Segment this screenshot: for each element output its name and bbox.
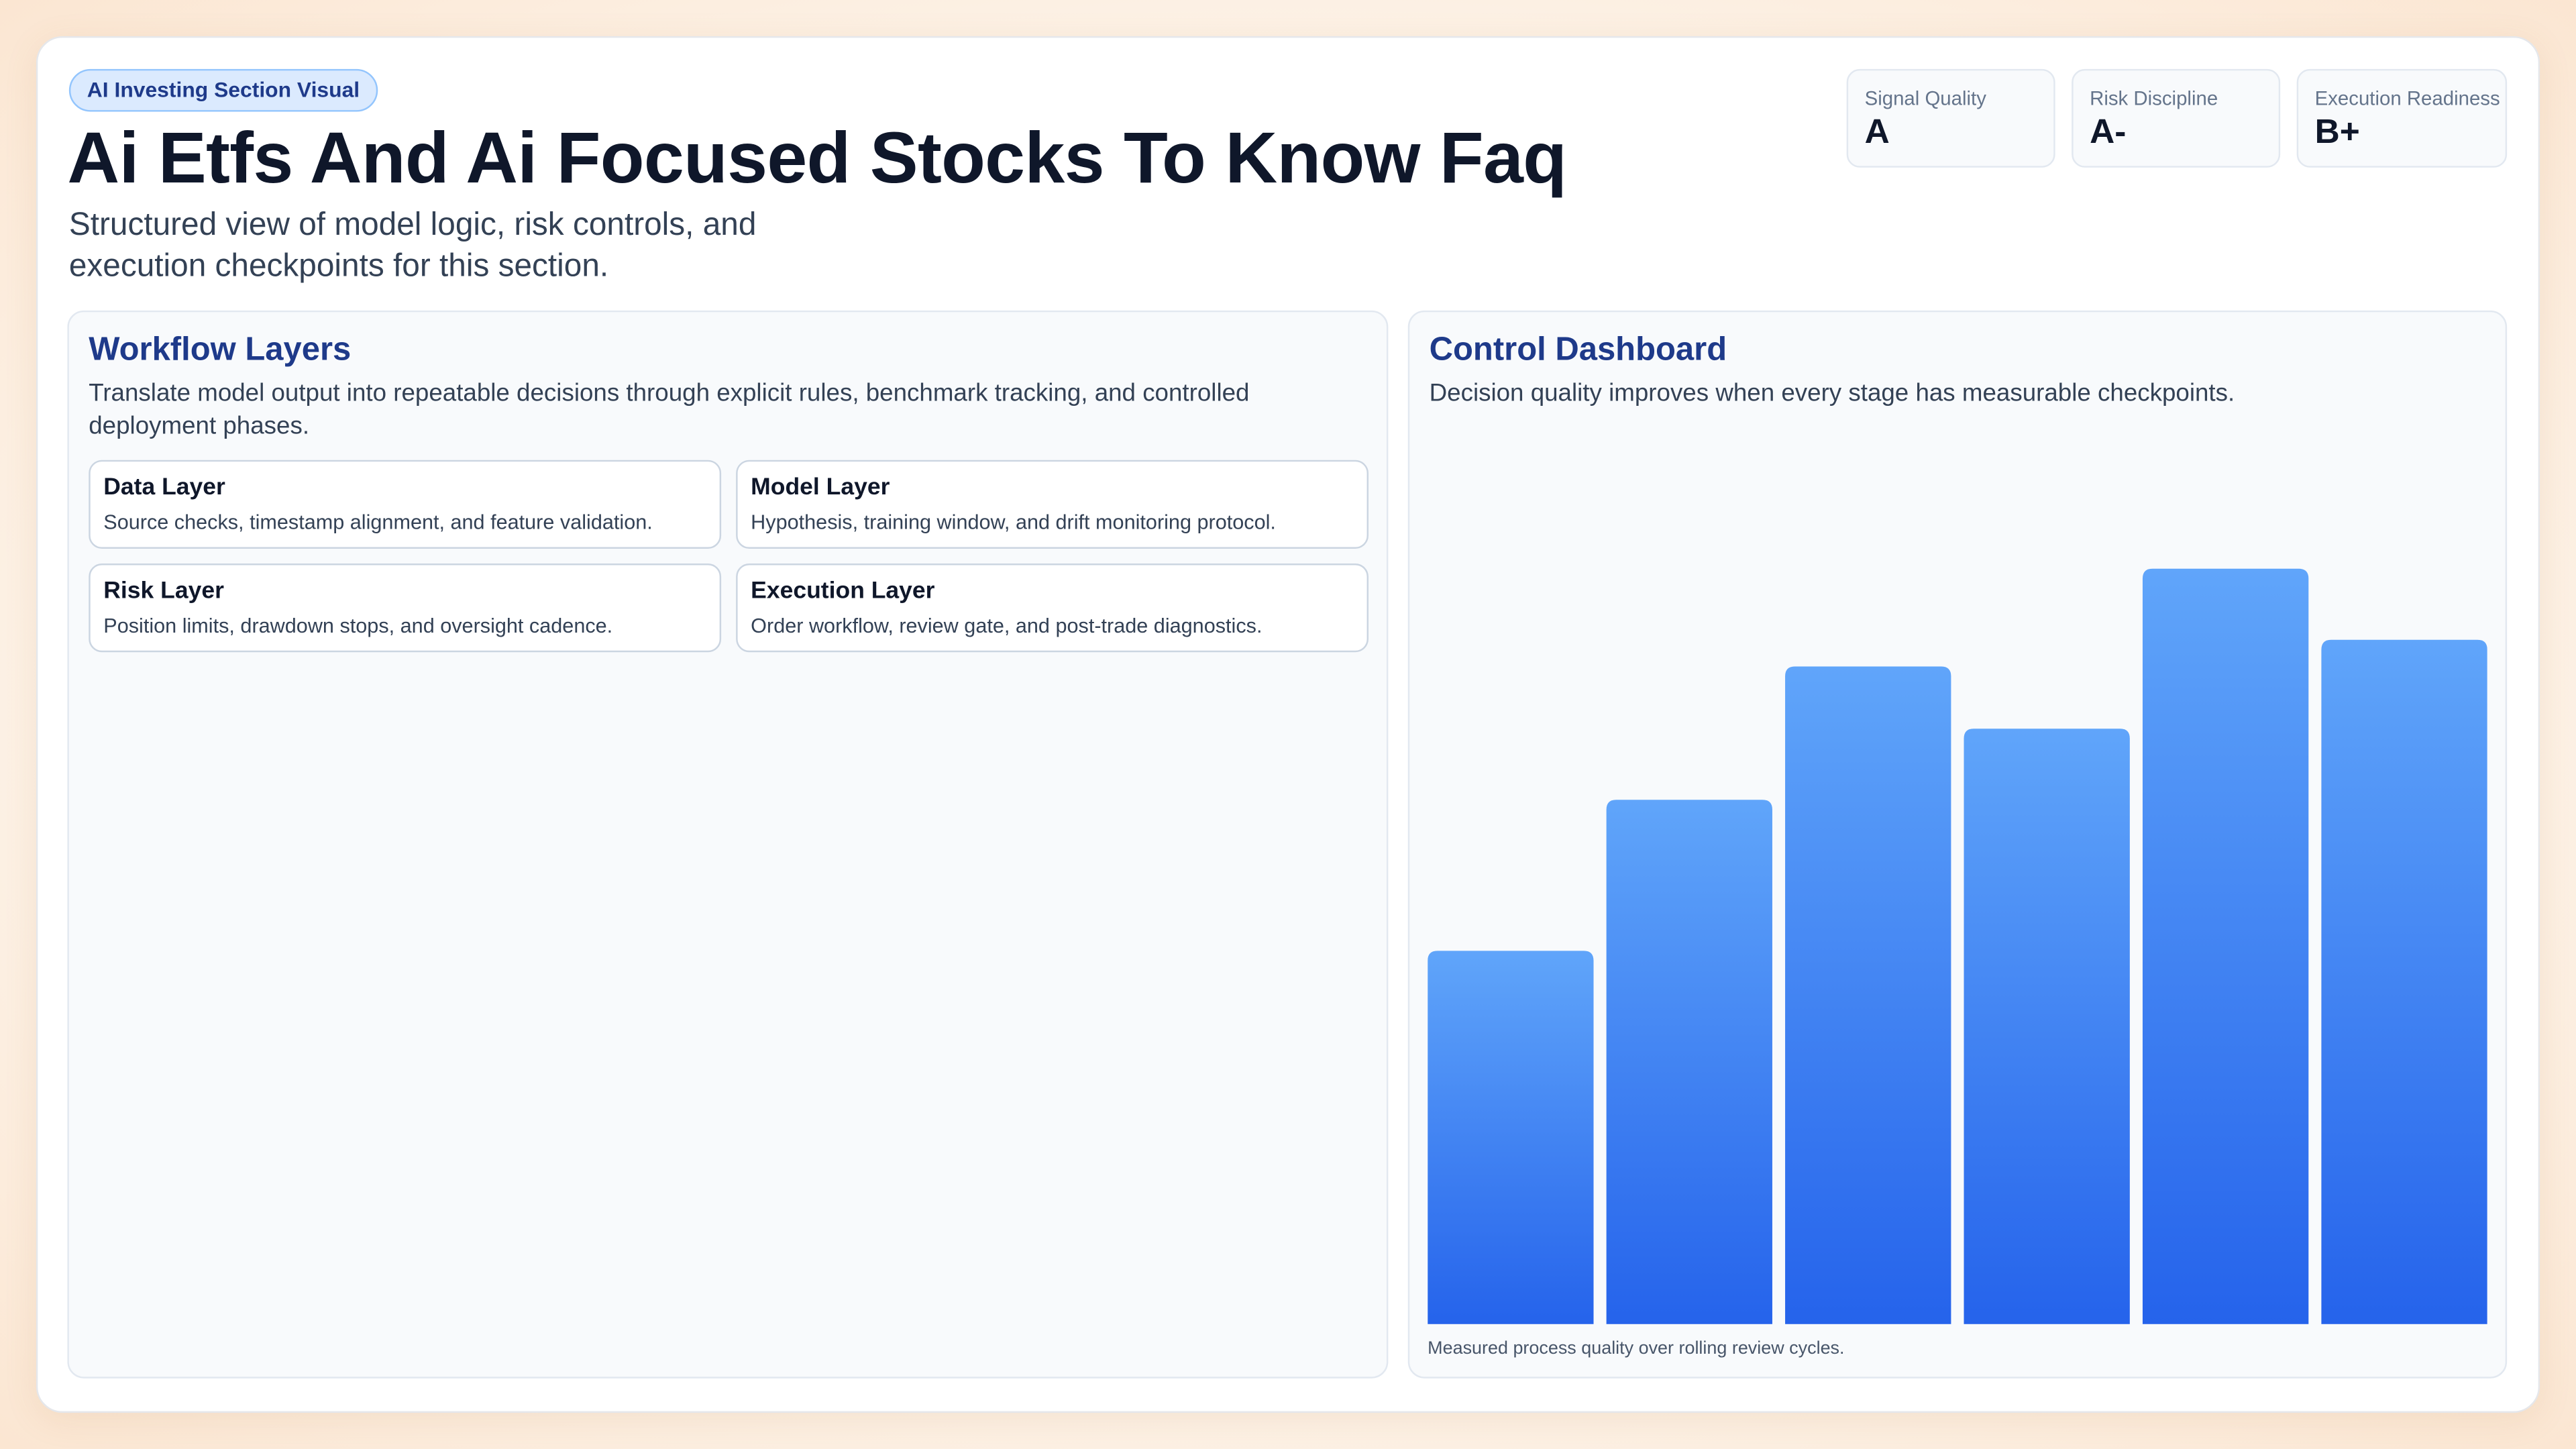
layer-card: Data Layer Source checks, timestamp align…	[89, 460, 722, 549]
layer-card: Risk Layer Position limits, drawdown stop…	[89, 564, 722, 653]
bar	[2142, 568, 2309, 1324]
metric-label: Execution Readiness	[2314, 87, 2500, 111]
bar	[1606, 800, 1772, 1324]
metric-value: A-	[2090, 113, 2127, 152]
layer-description: Hypothesis, training window, and drift m…	[751, 511, 1276, 534]
layer-title: Data Layer	[103, 474, 225, 501]
metric-value: B+	[2314, 113, 2360, 152]
layer-title: Model Layer	[751, 474, 890, 501]
panel-title: Control Dashboard	[1429, 331, 1727, 368]
metric-value: A	[1864, 113, 1890, 152]
layer-description: Position limits, drawdown stops, and ove…	[103, 614, 613, 638]
layer-card: Execution Layer Order workflow, review ga…	[736, 564, 1369, 653]
bar	[1785, 666, 1951, 1324]
metric-label: Signal Quality	[1864, 87, 1986, 111]
metric-card: Execution Readiness B+	[2296, 68, 2508, 168]
panel-description: Translate model output into repeatable d…	[89, 379, 1250, 441]
bar-chart	[1428, 568, 2487, 1324]
page-subtitle: Structured view of model logic, risk con…	[68, 207, 757, 284]
metric-card: Risk Discipline A-	[2072, 68, 2281, 168]
bar	[1964, 729, 2130, 1324]
bar	[2321, 639, 2487, 1324]
page-title: Ai Etfs And Ai Focused Stocks To Know Fa…	[67, 118, 1567, 199]
panel-title: Workflow Layers	[89, 331, 352, 368]
layer-description: Order workflow, review gate, and post-tr…	[751, 614, 1263, 638]
badge: AI Investing Section Visual	[68, 68, 378, 112]
layer-card: Model Layer Hypothesis, training window, …	[736, 460, 1369, 549]
metric-label: Risk Discipline	[2090, 87, 2218, 111]
workflow-panel: Workflow Layers Translate model output i…	[67, 310, 1389, 1379]
panel-description: Decision quality improves when every sta…	[1429, 379, 2235, 408]
metric-card: Signal Quality A	[1846, 68, 2055, 168]
layer-title: Execution Layer	[751, 578, 935, 605]
bar	[1428, 951, 1594, 1324]
chart-caption: Measured process quality over rolling re…	[1428, 1338, 1845, 1359]
layer-description: Source checks, timestamp alignment, and …	[103, 511, 653, 534]
layer-title: Risk Layer	[103, 578, 224, 605]
